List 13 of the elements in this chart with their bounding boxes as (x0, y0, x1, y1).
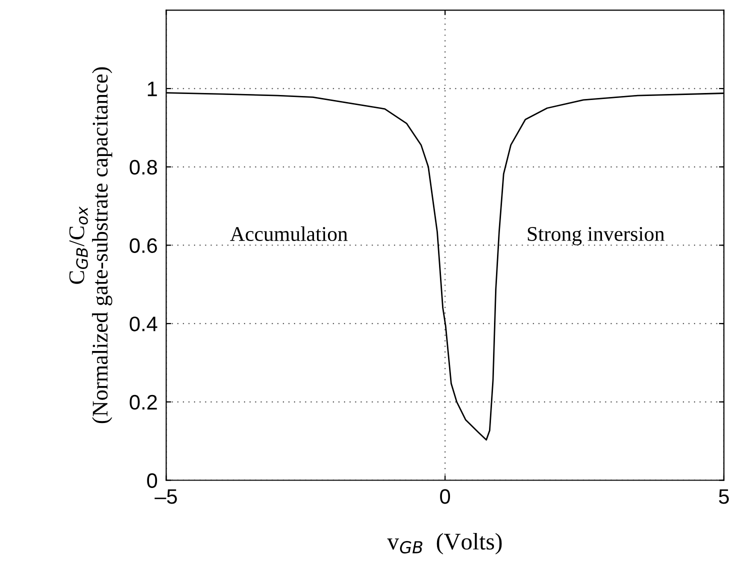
y-tick-label: 1 (148, 82, 157, 96)
y-tick-label: 0.8 (130, 160, 157, 175)
y-axis-title: C$_{GB}$/C$_{ox}$ (Normalized gate-substrate capacitance) (69, 67, 112, 424)
annotation: Strong inversion (528, 226, 664, 246)
y-tick-label: 0 (147, 473, 158, 488)
x-axis-title: v$_{GB}$ (Volts) (387, 533, 502, 554)
annotation: Accumulation (230, 226, 348, 242)
x-tick-label: 0 (440, 489, 450, 504)
y-tick-label: 0.4 (130, 316, 158, 332)
x-tick-label: 5 (718, 489, 729, 504)
x-tick-label: –5 (154, 489, 177, 504)
y-tick-label: 0.2 (130, 394, 157, 410)
y-tick-label: 0.6 (130, 238, 157, 253)
